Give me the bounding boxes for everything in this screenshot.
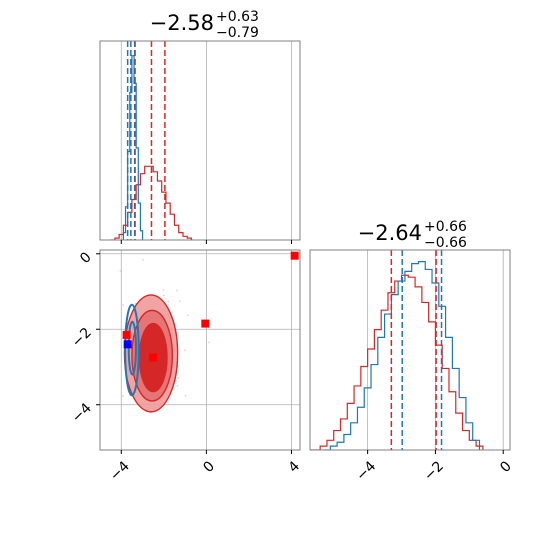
joint-sample-point (184, 394, 187, 397)
title-x-marginal-plus: +0.63 (216, 9, 259, 25)
x-marginal-frame (99, 40, 301, 241)
title-x-marginal: −2.58 +0.63−0.79 (150, 9, 259, 41)
joint-sample-point (178, 300, 181, 303)
y-marginal-tick-label: −2 (421, 458, 447, 484)
y-marginal-tick-label: 0 (497, 458, 515, 476)
joint-sample-point (176, 384, 179, 387)
title-y-marginal-plus: +0.66 (424, 219, 467, 235)
joint-plot-area (119, 251, 299, 413)
joint-sample-point (142, 258, 145, 261)
joint-frame (99, 249, 301, 451)
x-hist-red (110, 165, 193, 240)
joint-sample-point (186, 314, 189, 317)
red-square-marker (201, 319, 210, 328)
joint-sample-point (183, 349, 186, 352)
title-x-marginal-minus: −0.79 (216, 25, 259, 41)
panel-y-marginal: −4 −2 0 (309, 249, 515, 484)
red-square-marker (122, 330, 131, 339)
joint-y-tick-label: −4 (69, 400, 95, 426)
joint-sample-point (162, 294, 165, 297)
title-y-marginal: −2.64 +0.66−0.66 (358, 219, 467, 251)
title-y-marginal-value: −2.64 (358, 221, 422, 245)
x-marginal-plot-area (110, 41, 193, 240)
joint-sample-point (208, 341, 210, 344)
blue-contour-level-1 (124, 303, 140, 397)
panel-joint: −4 0 4 −4 −2 0 (69, 249, 303, 484)
title-x-marginal-value: −2.58 (150, 11, 214, 35)
joint-sample-point (122, 304, 124, 306)
red-square-marker (290, 251, 299, 260)
blue-square-marker (123, 340, 132, 349)
joint-x-tick-label: 4 (285, 458, 303, 476)
y-marginal-tick-label: −4 (353, 458, 379, 484)
y-marginal-plot-area (310, 250, 484, 450)
red-square-marker (149, 353, 158, 362)
joint-sample-point (122, 395, 124, 397)
joint-sample-point (177, 377, 180, 379)
y-hist-red (310, 274, 484, 450)
joint-sample-point (162, 288, 165, 291)
y-marginal-frame (309, 249, 511, 451)
y-hist-blue (323, 261, 481, 450)
joint-x-tick-label: −4 (107, 458, 133, 484)
joint-x-tick-label: 0 (200, 458, 218, 476)
panel-x-marginal (99, 40, 301, 244)
x-hist-blue (121, 55, 144, 240)
title-y-marginal-minus: −0.66 (424, 235, 467, 251)
joint-y-tick-label: −2 (69, 325, 95, 351)
joint-sample-point (167, 300, 170, 303)
joint-y-tick-label: 0 (77, 249, 95, 267)
joint-sample-point (119, 270, 122, 272)
joint-sample-point (176, 289, 178, 292)
